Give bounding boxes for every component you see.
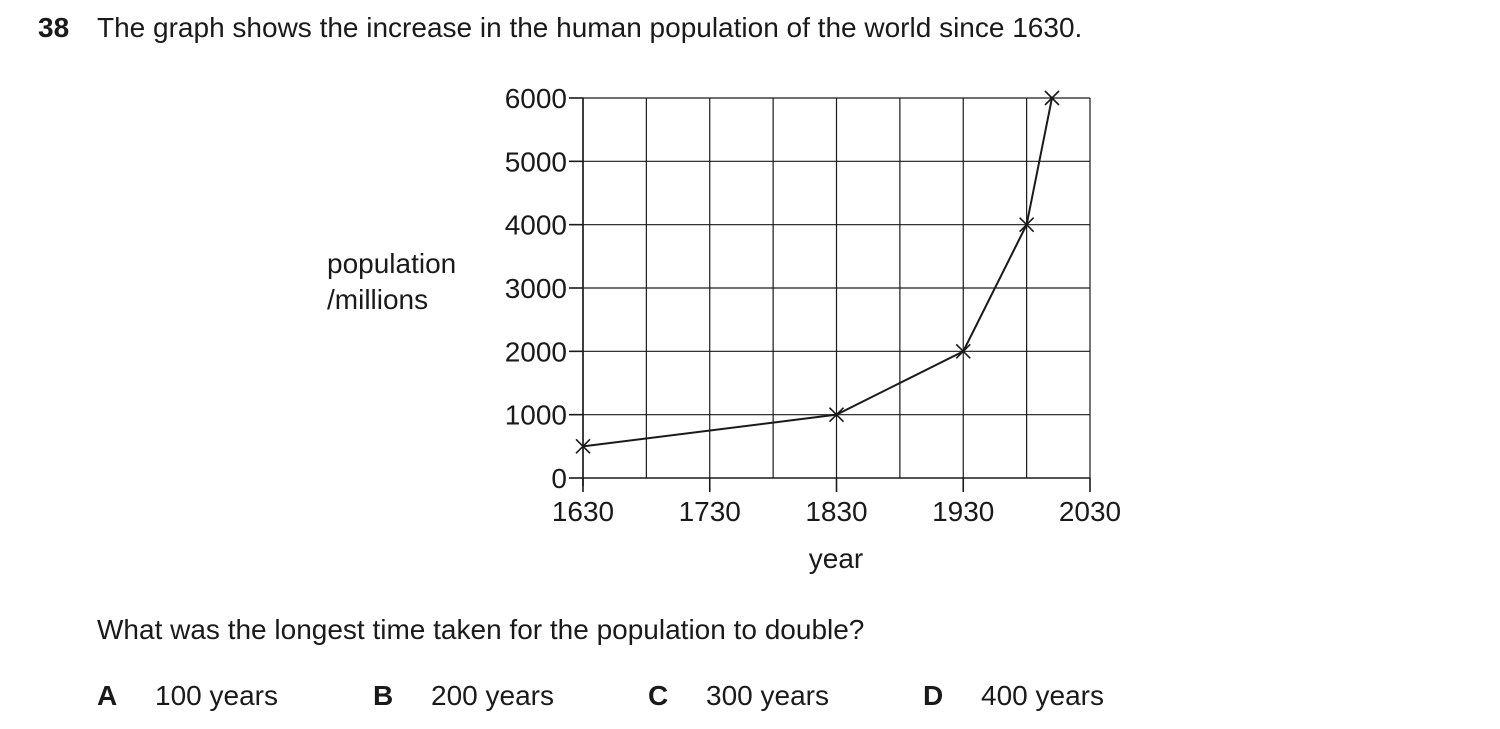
grid-lines bbox=[582, 97, 1091, 478]
option-d-text: 400 years bbox=[981, 680, 1104, 711]
option-a-text: 100 years bbox=[155, 680, 278, 711]
marker-stroke bbox=[1019, 217, 1035, 233]
option-b-letter: B bbox=[373, 680, 394, 711]
data-series bbox=[575, 90, 1060, 454]
option-a-letter: A bbox=[97, 680, 118, 711]
marker-stroke bbox=[575, 438, 591, 454]
y-tick-label: 1000 bbox=[505, 400, 567, 431]
y-tick-label: 5000 bbox=[505, 146, 567, 177]
axes bbox=[569, 97, 1091, 492]
y-tick-label: 0 bbox=[551, 463, 567, 494]
x-tick-label: 1830 bbox=[805, 496, 867, 527]
marker-stroke bbox=[1044, 90, 1060, 106]
y-tick-label: 6000 bbox=[505, 83, 567, 114]
option-a[interactable]: A 100 years bbox=[97, 680, 278, 712]
x-tick-label: 1630 bbox=[552, 496, 614, 527]
question-number: 38 bbox=[38, 12, 70, 43]
x-tick-label: 1930 bbox=[932, 496, 994, 527]
data-point-marker bbox=[955, 343, 971, 359]
question-prompt: What was the longest time taken for the … bbox=[97, 614, 865, 645]
data-point-marker bbox=[1044, 90, 1060, 106]
y-tick-label: 2000 bbox=[505, 336, 567, 367]
option-c-text: 300 years bbox=[706, 680, 829, 711]
option-b[interactable]: B 200 years bbox=[373, 680, 554, 712]
x-tick-label: 2030 bbox=[1059, 496, 1121, 527]
x-axis-label: year bbox=[809, 543, 863, 574]
tick-labels: 0 1000 2000 3000 4000 5000 6000 1630 1730 1830 193… bbox=[505, 83, 1121, 527]
data-point-marker bbox=[575, 438, 591, 454]
population-line bbox=[582, 97, 1053, 448]
question-stem: The graph shows the increase in the huma… bbox=[97, 12, 1083, 43]
option-c[interactable]: C 300 years bbox=[648, 680, 829, 712]
data-point-marker bbox=[828, 407, 845, 423]
marker-stroke bbox=[828, 407, 845, 423]
option-d[interactable]: D 400 years bbox=[923, 680, 1104, 712]
y-axis-label: population /millions bbox=[327, 246, 456, 318]
option-c-letter: C bbox=[648, 680, 669, 711]
y-tick-label: 4000 bbox=[505, 210, 567, 241]
option-b-text: 200 years bbox=[431, 680, 554, 711]
y-tick-label: 3000 bbox=[505, 273, 567, 304]
y-axis-label-line-1: population bbox=[327, 248, 457, 279]
x-tick-label: 1730 bbox=[679, 496, 741, 527]
marker-stroke bbox=[955, 343, 971, 359]
data-point-marker bbox=[1019, 217, 1035, 233]
y-axis-label-line-2: /millions bbox=[327, 284, 429, 315]
option-d-letter: D bbox=[923, 680, 944, 711]
